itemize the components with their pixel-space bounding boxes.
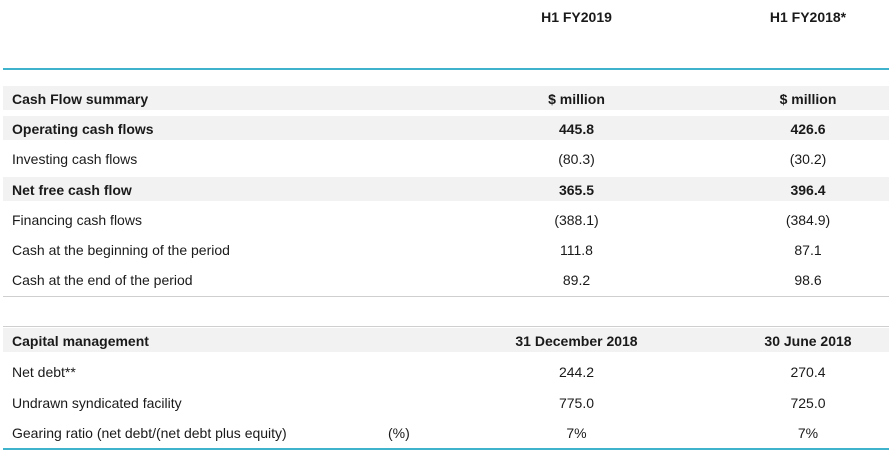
section-divider: [3, 296, 889, 297]
table-cell: 396.4: [790, 182, 826, 198]
table-cell: (80.3): [558, 151, 595, 167]
capital-title-band: [3, 328, 889, 352]
table-row-label: Undrawn syndicated facility: [12, 395, 182, 411]
column-header-h1-fy2019: H1 FY2019: [541, 9, 612, 25]
operating-row-band: [3, 116, 889, 140]
table-cell: 445.8: [558, 121, 595, 137]
table-cell: 270.4: [790, 364, 826, 380]
table-row-label: Operating cash flows: [12, 121, 154, 137]
table-unit-cell: (%): [388, 425, 410, 441]
table-cell: 775.0: [558, 395, 595, 411]
capital-date-col2: 30 June 2018: [764, 333, 852, 349]
table-row-label: Financing cash flows: [12, 212, 142, 228]
net-free-cash-flow-band: [3, 177, 889, 201]
table-cell: 426.6: [790, 121, 826, 137]
table-cell: 244.2: [558, 364, 595, 380]
table-row-label: Net debt**: [12, 364, 76, 380]
header-divider: [3, 68, 889, 70]
table-row-label: Cash at the beginning of the period: [12, 242, 230, 258]
table-cell: 365.5: [558, 182, 595, 198]
capital-management-title: Capital management: [12, 333, 149, 349]
cash-flow-title: Cash Flow summary: [12, 91, 149, 107]
cash-flow-title-band: [3, 86, 889, 110]
footer-divider: [3, 448, 889, 450]
table-row-label: Investing cash flows: [12, 151, 138, 167]
table-row-label: Net free cash flow: [12, 182, 132, 198]
table-cell: 87.1: [794, 242, 822, 258]
capital-date-col1: 31 December 2018: [515, 333, 638, 349]
table-cell: (388.1): [554, 212, 599, 228]
table-cell: 98.6: [794, 272, 822, 288]
table-cell: (30.2): [789, 151, 827, 167]
table-cell: 111.8: [560, 242, 593, 258]
cash-flow-unit-col2: $ million: [779, 91, 837, 107]
table-cell: (384.9): [785, 212, 831, 228]
table-row-label: Gearing ratio (net debt/(net debt plus e…: [12, 425, 287, 441]
table-cell: 725.0: [790, 395, 826, 411]
column-header-h1-fy2018: H1 FY2018*: [769, 9, 847, 25]
section-divider: [3, 326, 889, 327]
table-cell: 89.2: [562, 272, 591, 288]
table-cell: 7%: [797, 425, 819, 441]
table-row-label: Cash at the end of the period: [12, 272, 193, 288]
table-cell: 7%: [566, 425, 587, 441]
cash-flow-unit-col1: $ million: [548, 91, 605, 107]
